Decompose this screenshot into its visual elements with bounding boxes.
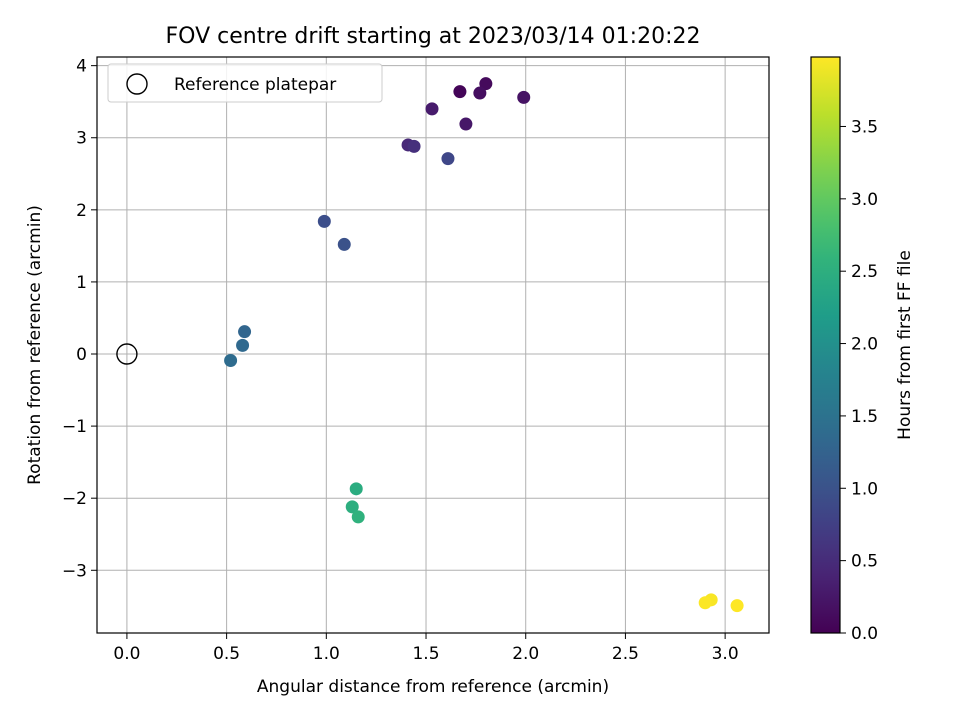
data-point bbox=[317, 214, 331, 228]
colorbar-gradient bbox=[811, 57, 840, 633]
colorbar-tick-label: 1.5 bbox=[851, 407, 878, 427]
y-tick-label: 3 bbox=[76, 129, 87, 149]
plot-frame bbox=[96, 56, 770, 634]
y-tick-label: 1 bbox=[76, 273, 87, 293]
colorbar: 0.0 0.5 1.0 1.5 2.0 2.5 3.0 3.5 Hours from firs… bbox=[810, 56, 915, 644]
x-tick-label: 3.0 bbox=[712, 644, 739, 664]
colorbar-tick-label: 3.0 bbox=[851, 190, 878, 210]
x-tick-label: 0.5 bbox=[213, 644, 240, 664]
y-tick-label: −2 bbox=[62, 489, 87, 509]
x-tick-label: 1.5 bbox=[412, 644, 439, 664]
data-point bbox=[351, 510, 365, 524]
data-point bbox=[337, 237, 351, 251]
data-point bbox=[345, 500, 359, 514]
x-tick-label: 0.0 bbox=[113, 644, 140, 664]
data-point bbox=[224, 353, 238, 367]
colorbar-ticks: 0.0 0.5 1.0 1.5 2.0 2.5 3.0 3.5 bbox=[840, 117, 878, 644]
x-axis-label: Angular distance from reference (arcmin) bbox=[257, 677, 609, 697]
colorbar-tick-label: 2.5 bbox=[851, 262, 878, 282]
data-point bbox=[473, 86, 487, 100]
legend-label-reference: Reference platepar bbox=[174, 75, 336, 95]
y-tick-label: 4 bbox=[76, 57, 87, 77]
x-tick-label: 2.5 bbox=[612, 644, 639, 664]
legend: Reference platepar bbox=[107, 63, 383, 103]
data-point bbox=[459, 117, 473, 131]
data-point bbox=[479, 77, 493, 91]
x-tick-label: 2.0 bbox=[512, 644, 539, 664]
data-point bbox=[425, 102, 439, 116]
y-axis-label: Rotation from reference (arcmin) bbox=[25, 205, 45, 485]
x-axis-ticks: 0.0 0.5 1.0 1.5 2.0 2.5 3.0 bbox=[113, 633, 739, 664]
legend-marker-reference bbox=[126, 73, 148, 95]
y-tick-label: −1 bbox=[62, 417, 87, 437]
data-point bbox=[698, 596, 712, 610]
colorbar-label: Hours from first FF file bbox=[895, 250, 915, 440]
colorbar-tick-label: 0.5 bbox=[851, 552, 878, 572]
data-points bbox=[224, 77, 744, 613]
colorbar-tick-label: 0.0 bbox=[851, 624, 878, 644]
y-axis-ticks: −3 −2 −1 0 1 2 3 4 bbox=[62, 57, 97, 581]
chart-title: FOV centre drift starting at 2023/03/14 … bbox=[166, 24, 701, 49]
y-tick-label: 2 bbox=[76, 201, 87, 221]
data-point bbox=[453, 85, 467, 99]
reference-point bbox=[116, 343, 138, 365]
data-point bbox=[730, 599, 744, 613]
data-point bbox=[238, 325, 252, 339]
data-point bbox=[236, 338, 250, 352]
colorbar-tick-label: 1.0 bbox=[851, 479, 878, 499]
data-point bbox=[517, 90, 531, 104]
reference-marker-layer bbox=[116, 343, 138, 365]
colorbar-tick-label: 3.5 bbox=[851, 117, 878, 137]
data-point bbox=[349, 482, 363, 496]
y-tick-label: 0 bbox=[76, 345, 87, 365]
data-point bbox=[441, 152, 455, 166]
y-tick-label: −3 bbox=[62, 561, 87, 581]
legend-box bbox=[107, 63, 383, 103]
data-point bbox=[407, 139, 421, 153]
colorbar-frame bbox=[810, 56, 841, 634]
grid bbox=[97, 57, 769, 633]
colorbar-tick-label: 2.0 bbox=[851, 335, 878, 355]
x-tick-label: 1.0 bbox=[313, 644, 340, 664]
